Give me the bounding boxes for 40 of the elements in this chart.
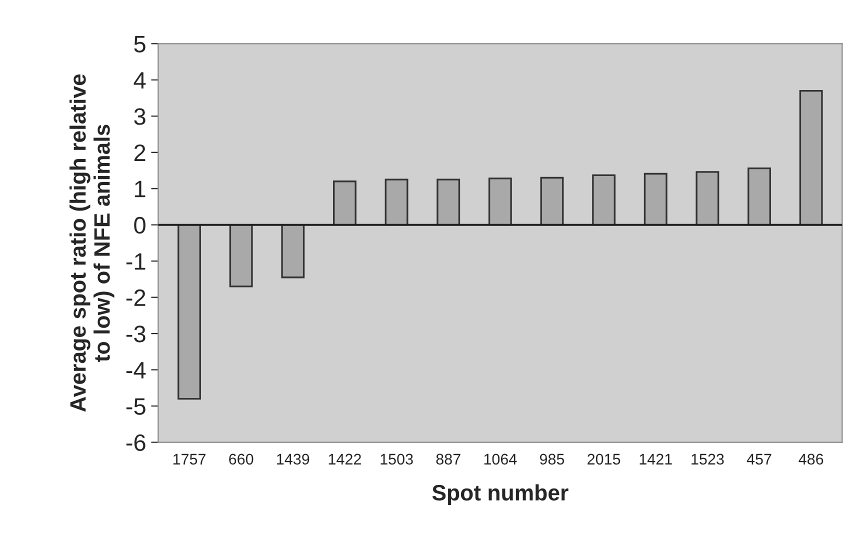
x-tick-label: 1439 bbox=[277, 454, 310, 465]
x-tick-label: 2015 bbox=[588, 454, 620, 465]
y-tick-label: 1 bbox=[135, 180, 146, 198]
x-tick-label: 1503 bbox=[380, 454, 413, 465]
x-tick-label: 985 bbox=[540, 454, 564, 465]
bar bbox=[229, 224, 253, 288]
y-axis-title: Average spot ratio (high relative to low) of NFE animals bbox=[70, 74, 114, 412]
bar bbox=[178, 224, 201, 400]
bar bbox=[436, 178, 460, 226]
x-tick-label: 1422 bbox=[328, 454, 361, 464]
x-tick-label: 1523 bbox=[692, 454, 724, 465]
x-tick-label: 1064 bbox=[484, 454, 517, 465]
x-tick-label: 1421 bbox=[640, 454, 672, 464]
x-tick-label: 660 bbox=[229, 454, 254, 465]
y-tick-label: -1 bbox=[126, 253, 146, 270]
bar bbox=[281, 224, 305, 278]
bar bbox=[644, 172, 668, 226]
bar bbox=[333, 180, 356, 226]
bar bbox=[592, 174, 616, 226]
x-tick-label: 887 bbox=[436, 454, 460, 465]
bar bbox=[696, 171, 720, 226]
y-tick-label: 2 bbox=[134, 144, 146, 161]
y-tick-label: 4 bbox=[134, 72, 146, 88]
bar bbox=[799, 90, 823, 226]
y-tick-label: -5 bbox=[126, 398, 146, 415]
bar bbox=[540, 176, 564, 226]
x-tick-label: 1757 bbox=[173, 454, 206, 465]
y-tick-label: -6 bbox=[126, 434, 146, 452]
bar bbox=[384, 178, 408, 226]
y-tick-label: -4 bbox=[126, 362, 146, 378]
x-axis-title: Spot number bbox=[432, 484, 568, 505]
x-tick-label: 457 bbox=[746, 454, 772, 465]
y-tick-label: 3 bbox=[134, 108, 146, 125]
y-tick-label: 5 bbox=[134, 36, 146, 52]
x-tick-label: 486 bbox=[798, 454, 824, 465]
y-tick-label: 0 bbox=[134, 216, 146, 234]
bar bbox=[748, 167, 771, 226]
y-tick-label: -2 bbox=[126, 289, 146, 306]
y-tick-label: -3 bbox=[126, 326, 146, 342]
bar bbox=[488, 178, 512, 226]
